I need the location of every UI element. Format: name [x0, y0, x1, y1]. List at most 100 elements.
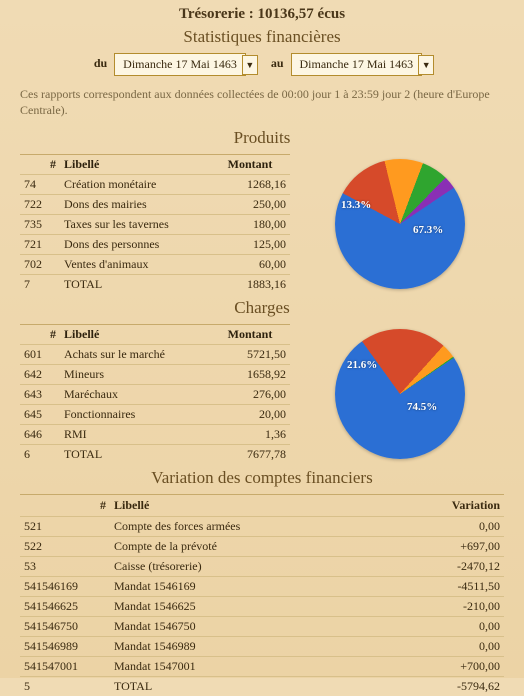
- table-cell: 250,00: [210, 195, 290, 215]
- produits-table: #LibelléMontant 74Création monétaire1268…: [20, 154, 290, 294]
- table-header: Montant: [210, 325, 290, 345]
- produits-pie-chart: 67.3% 13.3%: [290, 154, 510, 294]
- table-cell: 74: [20, 175, 60, 195]
- table-cell: 0,00: [414, 517, 504, 537]
- table-cell: 645: [20, 405, 60, 425]
- table-row: 521Compte des forces armées0,00: [20, 517, 504, 537]
- table-cell: Création monétaire: [60, 175, 210, 195]
- variation-table: #LibelléVariation 521Compte des forces a…: [20, 494, 504, 696]
- table-cell: 601: [20, 345, 60, 365]
- table-cell: 541546989: [20, 637, 110, 657]
- table-row: 702Ventes d'animaux60,00: [20, 255, 290, 275]
- au-label: au: [271, 56, 284, 70]
- table-cell: 60,00: [210, 255, 290, 275]
- table-cell: -5794,62: [414, 677, 504, 696]
- table-cell: 53: [20, 557, 110, 577]
- table-cell: Compte de la prévoté: [110, 537, 414, 557]
- table-cell: 0,00: [414, 617, 504, 637]
- table-cell: Mandat 1547001: [110, 657, 414, 677]
- table-cell: 541546625: [20, 597, 110, 617]
- table-cell: 721: [20, 235, 60, 255]
- table-cell: Mandat 1546750: [110, 617, 414, 637]
- table-header: Variation: [414, 495, 504, 517]
- table-cell: Mandat 1546169: [110, 577, 414, 597]
- au-dropdown-icon[interactable]: ▼: [418, 55, 434, 75]
- table-row: 643Maréchaux276,00: [20, 385, 290, 405]
- table-cell: 1658,92: [210, 365, 290, 385]
- table-cell: 276,00: [210, 385, 290, 405]
- table-cell: Dons des personnes: [60, 235, 210, 255]
- charges-pie-chart: 74.5% 21.6%: [290, 324, 510, 464]
- table-cell: 1883,16: [210, 275, 290, 295]
- table-cell: 722: [20, 195, 60, 215]
- table-cell: 5721,50: [210, 345, 290, 365]
- table-header: #: [20, 325, 60, 345]
- table-cell: 20,00: [210, 405, 290, 425]
- table-cell: Caisse (trésorerie): [110, 557, 414, 577]
- table-cell: TOTAL: [110, 677, 414, 696]
- charges-title: Charges: [0, 298, 524, 318]
- charges-table: #LibelléMontant 601Achats sur le marché5…: [20, 324, 290, 464]
- table-cell: 1,36: [210, 425, 290, 445]
- table-row: 5TOTAL-5794,62: [20, 677, 504, 696]
- table-cell: 522: [20, 537, 110, 557]
- date-range-row: du Dimanche 17 Mai 1463▼ au Dimanche 17 …: [0, 53, 524, 76]
- table-cell: Mandat 1546625: [110, 597, 414, 617]
- produits-title: Produits: [0, 128, 524, 148]
- pie-slice-label: 74.5%: [407, 401, 437, 413]
- table-row: 74Création monétaire1268,16: [20, 175, 290, 195]
- produits-panel: #LibelléMontant 74Création monétaire1268…: [0, 154, 524, 294]
- table-row: 541546625Mandat 1546625-210,00: [20, 597, 504, 617]
- variation-title: Variation des comptes financiers: [0, 468, 524, 488]
- table-cell: 642: [20, 365, 60, 385]
- table-cell: RMI: [60, 425, 210, 445]
- du-dropdown-icon[interactable]: ▼: [242, 55, 258, 75]
- table-header: #: [20, 155, 60, 175]
- table-row: 541546169Mandat 1546169-4511,50: [20, 577, 504, 597]
- pie-slice-label: 67.3%: [413, 224, 443, 236]
- table-cell: 125,00: [210, 235, 290, 255]
- table-row: 642Mineurs1658,92: [20, 365, 290, 385]
- table-cell: 7677,78: [210, 445, 290, 465]
- table-row: 721Dons des personnes125,00: [20, 235, 290, 255]
- table-cell: 702: [20, 255, 60, 275]
- table-header: Montant: [210, 155, 290, 175]
- table-cell: Mandat 1546989: [110, 637, 414, 657]
- report-note: Ces rapports correspondent aux données c…: [0, 86, 524, 124]
- table-cell: 521: [20, 517, 110, 537]
- pie-slice-label: 21.6%: [347, 359, 377, 371]
- table-header: Libellé: [60, 325, 210, 345]
- table-row: 541547001Mandat 1547001+700,00: [20, 657, 504, 677]
- table-cell: -4511,50: [414, 577, 504, 597]
- table-row: 53Caisse (trésorerie)-2470,12: [20, 557, 504, 577]
- table-header: Libellé: [110, 495, 414, 517]
- table-cell: -210,00: [414, 597, 504, 617]
- table-cell: 0,00: [414, 637, 504, 657]
- treasury-line: Trésorerie : 10136,57 écus: [0, 0, 524, 23]
- table-cell: Taxes sur les tavernes: [60, 215, 210, 235]
- table-cell: 180,00: [210, 215, 290, 235]
- table-cell: 541546750: [20, 617, 110, 637]
- table-cell: +700,00: [414, 657, 504, 677]
- table-cell: Dons des mairies: [60, 195, 210, 215]
- du-date-field[interactable]: Dimanche 17 Mai 1463: [114, 53, 246, 76]
- table-row: 522Compte de la prévoté+697,00: [20, 537, 504, 557]
- au-date-field[interactable]: Dimanche 17 Mai 1463: [291, 53, 423, 76]
- table-cell: 541546169: [20, 577, 110, 597]
- table-cell: 646: [20, 425, 60, 445]
- table-header: #: [20, 495, 110, 517]
- du-label: du: [94, 56, 107, 70]
- stats-heading: Statistiques financières: [0, 27, 524, 47]
- table-cell: 735: [20, 215, 60, 235]
- table-row: 722Dons des mairies250,00: [20, 195, 290, 215]
- table-row: 735Taxes sur les tavernes180,00: [20, 215, 290, 235]
- pie-slice-label: 13.3%: [341, 199, 371, 211]
- table-cell: TOTAL: [60, 275, 210, 295]
- table-cell: 541547001: [20, 657, 110, 677]
- table-row: 601Achats sur le marché5721,50: [20, 345, 290, 365]
- table-row: 541546750Mandat 15467500,00: [20, 617, 504, 637]
- table-row: 646RMI1,36: [20, 425, 290, 445]
- table-row: 6TOTAL7677,78: [20, 445, 290, 465]
- table-row: 7TOTAL1883,16: [20, 275, 290, 295]
- table-cell: Compte des forces armées: [110, 517, 414, 537]
